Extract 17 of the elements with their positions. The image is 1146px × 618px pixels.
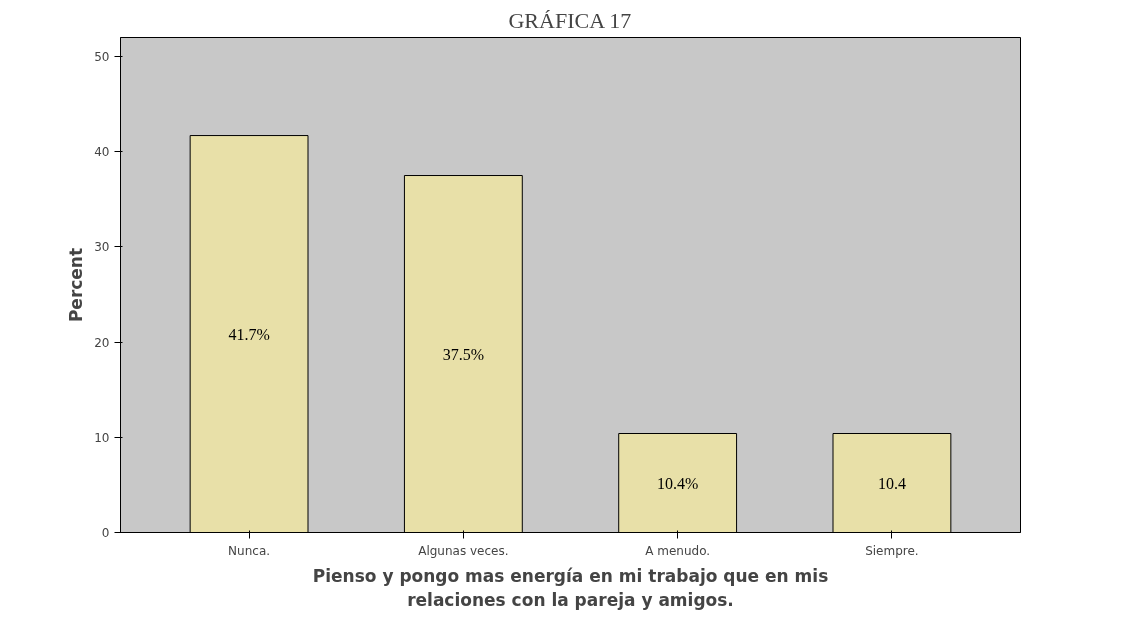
x-axis-title: Pienso y pongo mas energía en mi trabajo que en mis relaciones con la pareja y amigos. (312, 565, 829, 610)
chart-title: GRÁFICA 17 (508, 7, 632, 33)
y-tick-label: 50 (94, 50, 110, 65)
data-label: 37.5% (442, 345, 485, 363)
x-tick-label: Nunca. (228, 543, 271, 558)
data-label: 10.4% (656, 474, 699, 492)
y-tick-label: 0 (101, 526, 110, 540)
x-tick-label: Siempre. (865, 543, 919, 558)
data-label: 41.7% (228, 325, 270, 343)
y-tick-label: 30 (94, 240, 110, 255)
x-tick-label: Algunas veces. (418, 543, 509, 558)
y-axis-title: Percent (66, 247, 87, 323)
x-tick-label: A menudo. (645, 543, 711, 558)
y-tick-label: 40 (94, 145, 110, 160)
data-label: 10.4 (877, 474, 906, 492)
y-tick-label: 20 (94, 335, 110, 350)
y-tick-label: 10 (94, 430, 110, 445)
